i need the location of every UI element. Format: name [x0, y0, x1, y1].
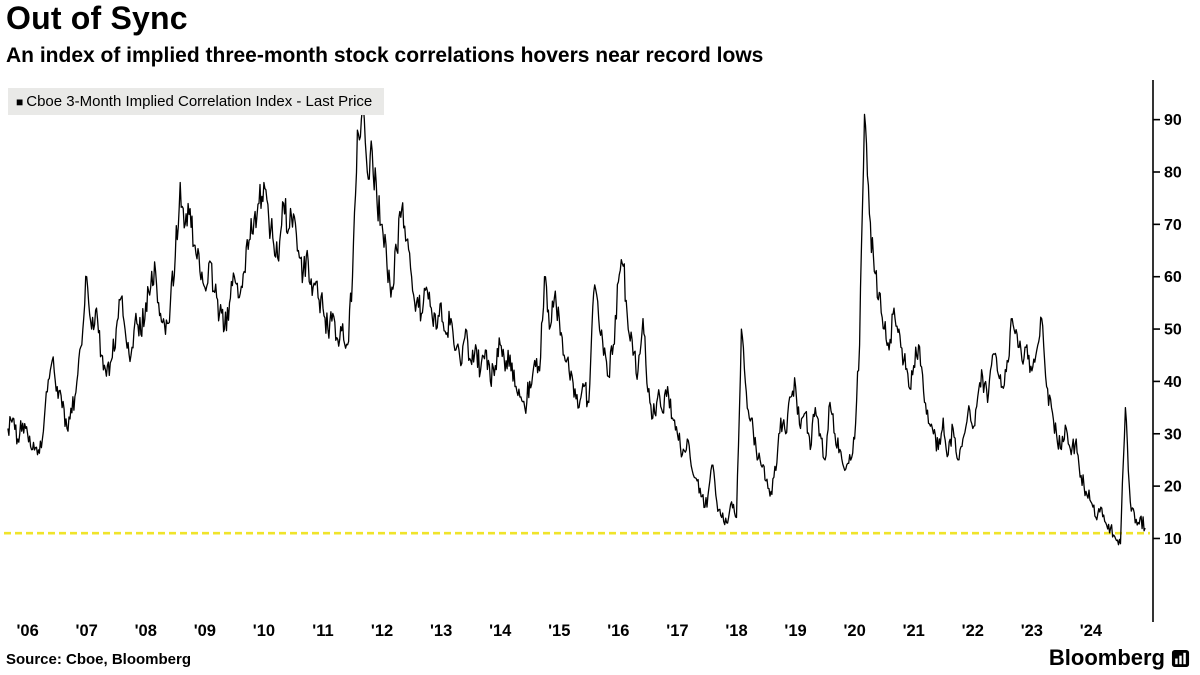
- y-tick-label: 10: [1164, 531, 1182, 548]
- x-tick-label: '09: [193, 622, 216, 640]
- x-tick-label: '10: [252, 622, 276, 640]
- x-tick-label: '12: [370, 622, 394, 640]
- y-tick-label: 30: [1164, 426, 1182, 443]
- bloomberg-brand: Bloomberg: [1049, 645, 1190, 671]
- x-axis-labels: '06 '07 '08 '09 '10 '11 '12 '13 '14 '15 '16 '17 '18 '…: [0, 620, 1200, 648]
- y-tick-label: 40: [1164, 374, 1182, 391]
- legend-marker-icon: ■: [16, 94, 24, 109]
- x-tick-label: '11: [312, 622, 334, 640]
- y-tick-label: 20: [1164, 479, 1182, 496]
- page-title: Out of Sync: [6, 0, 188, 36]
- legend: ■ Cboe 3-Month Implied Correlation Index…: [8, 88, 385, 115]
- legend-label: Cboe 3-Month Implied Correlation Index -…: [26, 93, 373, 110]
- x-tick-label: '18: [725, 622, 748, 640]
- source-note: Source: Cboe, Bloomberg: [6, 651, 192, 668]
- x-tick-label: '06: [16, 622, 39, 640]
- series-line: [7, 107, 1146, 546]
- x-tick-label: '20: [843, 622, 866, 640]
- bloomberg-wordmark: Bloomberg: [1048, 645, 1165, 670]
- correlation-line-chart: 10 20 30 40 50 60 70 80 90: [4, 80, 1182, 622]
- x-tick-label: '24: [1079, 622, 1103, 640]
- x-tick-label: '17: [666, 622, 689, 640]
- x-tick-label: '16: [607, 622, 630, 640]
- chart-area: 10 20 30 40 50 60 70 80 90: [0, 80, 1200, 622]
- y-tick-label: 70: [1164, 217, 1182, 234]
- bloomberg-logo-icon: [1171, 649, 1190, 667]
- chart-subtitle: An index of implied three-month stock co…: [6, 44, 764, 67]
- x-tick-label: '19: [784, 622, 807, 640]
- x-tick-label: '23: [1020, 622, 1043, 640]
- x-tick-label: '07: [75, 622, 98, 640]
- x-tick-label: '14: [489, 622, 512, 640]
- y-tick-label: 80: [1164, 165, 1182, 182]
- y-tick-label: 50: [1164, 322, 1182, 339]
- x-tick-label: '13: [429, 622, 453, 640]
- x-tick-label: '15: [548, 622, 571, 640]
- y-tick-label: 90: [1164, 112, 1182, 129]
- x-tick-label: '08: [134, 622, 157, 640]
- x-tick-label: '21: [902, 622, 925, 640]
- x-tick-label: '22: [961, 622, 984, 640]
- y-tick-label: 60: [1164, 269, 1182, 286]
